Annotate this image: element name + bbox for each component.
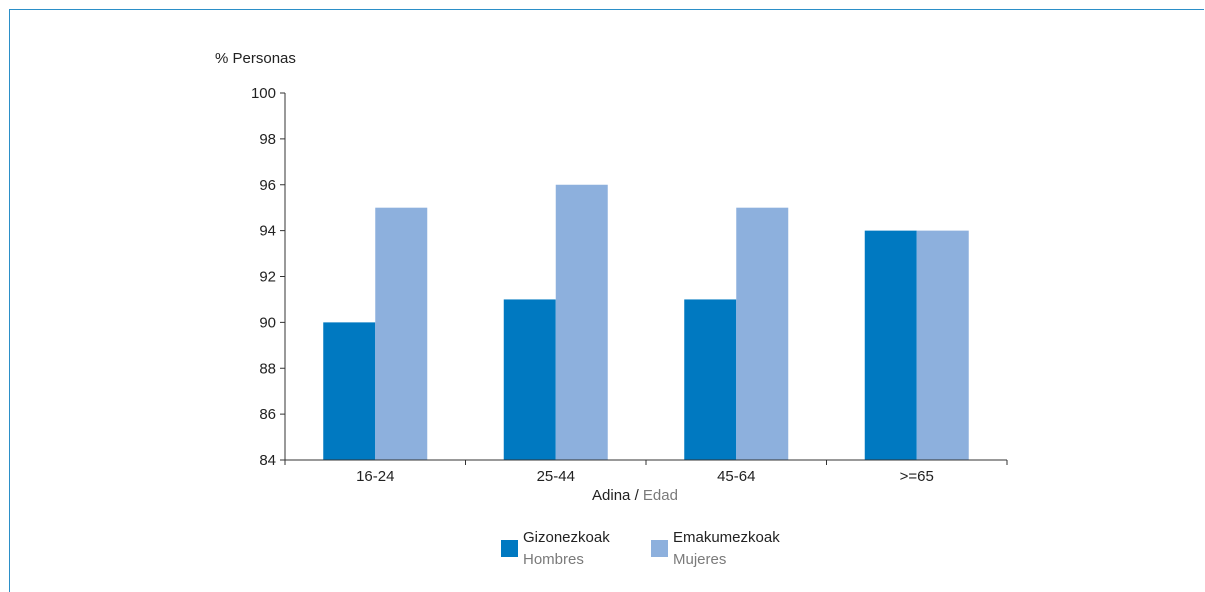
- y-tick-label: 88: [259, 360, 276, 377]
- legend-swatch: [651, 540, 668, 557]
- y-tick-label: 94: [259, 223, 276, 240]
- legend-label-secondary: Hombres: [523, 551, 584, 568]
- bars: [323, 184, 969, 460]
- x-axis-label: Adina / Edad: [592, 487, 678, 504]
- y-tick-label: 84: [259, 452, 276, 469]
- x-axis-label-secondary: Edad: [643, 487, 678, 504]
- legend-label: Emakumezkoak: [673, 529, 780, 546]
- x-tick-label: 45-64: [717, 468, 755, 485]
- y-tick-label: 90: [259, 314, 276, 331]
- x-tick-label: 16-24: [356, 468, 394, 485]
- bar-emakumezkoak-1: [555, 184, 608, 460]
- y-tick-label: 98: [259, 131, 276, 148]
- legend-swatch: [501, 540, 518, 557]
- y-axis-ticks: 84 86 88 90 92 94 96 98 100: [251, 85, 285, 469]
- bar-gizonezkoak-3: [864, 230, 917, 460]
- legend-label-secondary: Mujeres: [673, 551, 726, 568]
- bar-emakumezkoak-0: [375, 207, 428, 460]
- x-tick-label: >=65: [900, 468, 934, 485]
- y-tick-label: 92: [259, 269, 276, 286]
- bar-gizonezkoak-2: [684, 299, 737, 460]
- y-tick-label: 86: [259, 406, 276, 423]
- x-axis-ticks: 16-24 25-44 45-64 >=65: [284, 460, 1008, 485]
- x-axis-label-primary: Adina: [592, 487, 631, 504]
- bar-gizonezkoak-0: [323, 322, 376, 460]
- legend-label: Gizonezkoak: [523, 529, 610, 546]
- x-tick-label: 25-44: [537, 468, 575, 485]
- chart-frame: [9, 9, 1204, 592]
- legend: Gizonezkoak Hombres Emakumezkoak Mujeres: [501, 529, 780, 568]
- bar-emakumezkoak-2: [736, 207, 789, 460]
- bar-emakumezkoak-3: [916, 230, 969, 460]
- y-tick-label: 96: [259, 177, 276, 194]
- y-tick-label: 100: [251, 85, 276, 102]
- y-axis-label: % Personas: [215, 50, 296, 67]
- x-axis-label-separator: /: [630, 487, 643, 504]
- bar-gizonezkoak-1: [503, 299, 556, 460]
